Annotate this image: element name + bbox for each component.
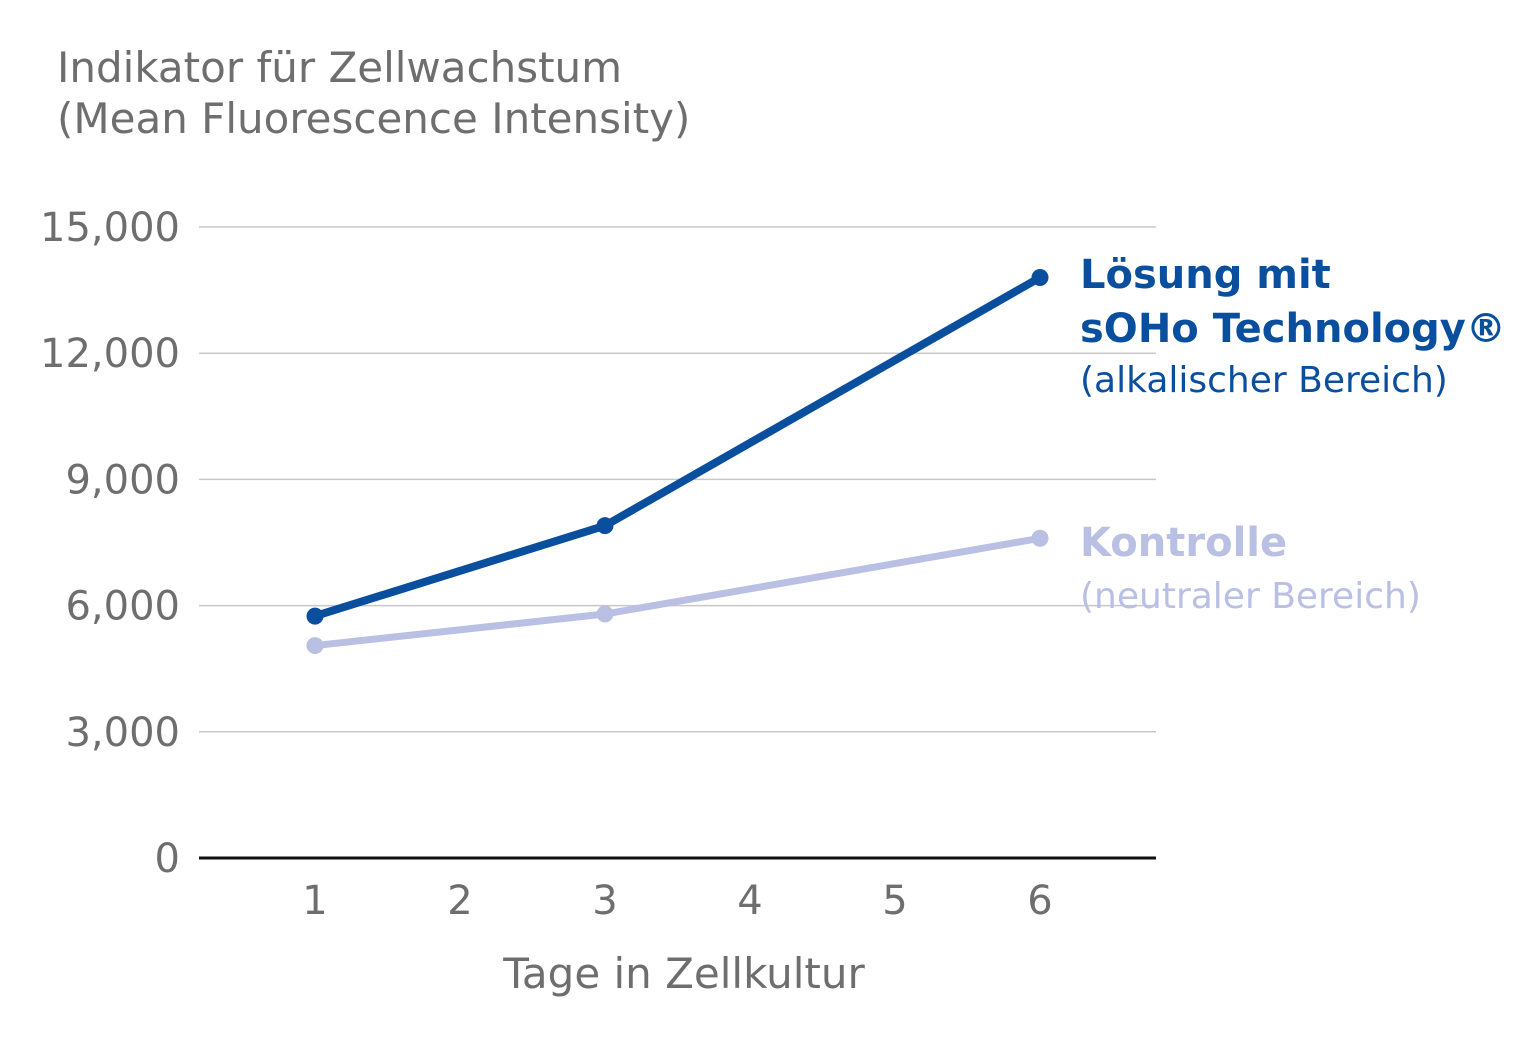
- data-point-solution: [306, 607, 324, 625]
- y-tick-label: 12,000: [40, 331, 180, 377]
- x-tick-label: 2: [447, 878, 472, 924]
- x-tick-labels: 1 2 3 4 5 6: [302, 878, 1052, 924]
- x-tick-label: 4: [737, 878, 762, 924]
- series-label-control-line-1: Kontrolle: [1080, 520, 1287, 566]
- x-tick-label: 5: [882, 878, 907, 924]
- series-label-control: Kontrolle (neutraler Bereich): [1080, 520, 1421, 617]
- y-tick-label: 0: [155, 836, 180, 882]
- series-sublabel-solution: (alkalischer Bereich): [1080, 360, 1448, 401]
- data-point-control: [1031, 529, 1049, 547]
- series-layer: [306, 268, 1049, 655]
- series-sublabel-control: (neutraler Bereich): [1080, 576, 1421, 617]
- y-tick-label: 3,000: [65, 710, 180, 756]
- series-label-solution-line-1: Lösung mit: [1080, 252, 1331, 298]
- series-line-control: [311, 534, 1044, 650]
- x-axis-title: Tage in Zellkultur: [502, 949, 865, 998]
- data-point-solution: [1031, 268, 1049, 286]
- x-tick-label: 1: [302, 878, 327, 924]
- gridlines: [199, 226, 1156, 733]
- data-point-solution: [596, 517, 614, 535]
- y-tick-label: 15,000: [40, 205, 180, 251]
- series-label-solution-line-2: sOHo Technology®: [1080, 306, 1506, 352]
- y-axis-title-line-1: Indikator für Zellwachstum: [57, 43, 622, 92]
- series-line-solution: [311, 273, 1044, 621]
- y-tick-label: 6,000: [65, 584, 180, 630]
- x-tick-label: 6: [1027, 878, 1052, 924]
- y-tick-labels: 15,000 12,000 9,000 6,000 3,000 0: [40, 205, 180, 882]
- y-axis-title-line-2: (Mean Fluorescence Intensity): [57, 94, 690, 143]
- x-tick-label: 3: [592, 878, 617, 924]
- data-point-control: [306, 637, 324, 655]
- y-tick-label: 9,000: [65, 457, 180, 503]
- series-label-solution: Lösung mit sOHo Technology® (alkalischer…: [1080, 252, 1506, 401]
- data-point-control: [596, 605, 614, 623]
